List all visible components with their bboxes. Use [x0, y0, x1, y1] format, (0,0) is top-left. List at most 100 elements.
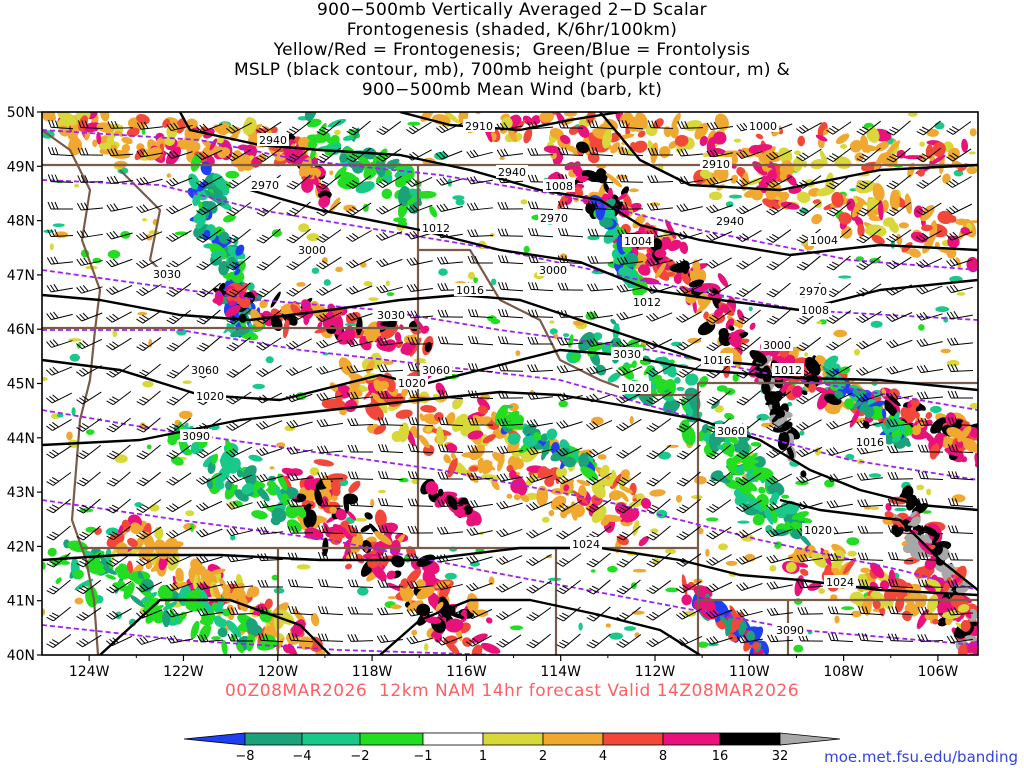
frontogenesis-cell: [787, 401, 793, 407]
frontogenesis-cell: [840, 144, 848, 149]
frontogenesis-cell: [637, 130, 646, 138]
frontogenesis-cell: [632, 568, 647, 573]
frontogenesis-cell: [748, 306, 753, 312]
frontogenesis-cell: [368, 297, 379, 301]
frontogenesis-cell: [523, 245, 530, 254]
lon-label: 108W: [823, 664, 864, 680]
frontogenesis-cell: [311, 267, 320, 274]
frontogenesis-cell: [607, 565, 618, 573]
frontogenesis-cell: [708, 191, 723, 201]
title-line-2: Frontogenesis (shaded, K/6hr/100km): [346, 20, 678, 40]
colorbar-label: 16: [712, 749, 729, 764]
height-label: 3060: [191, 364, 219, 377]
frontogenesis-cell: [269, 466, 275, 470]
height-label: 3030: [153, 268, 181, 281]
frontogenesis-cell: [218, 260, 230, 276]
frontogenesis-cell: [306, 233, 320, 242]
frontogenesis-cell: [725, 560, 738, 566]
frontogenesis-cell: [585, 312, 597, 321]
frontogenesis-cell: [265, 356, 274, 364]
frontogenesis-cell: [230, 327, 251, 338]
frontogenesis-cell: [718, 543, 728, 551]
frontogenesis-cell: [845, 453, 855, 460]
frontogenesis-cell: [69, 353, 81, 362]
colorbar-segment: [359, 732, 424, 746]
frontogenesis-cell: [49, 243, 54, 251]
frontogenesis-cell: [335, 266, 343, 273]
mslp-label: 1016: [456, 284, 484, 297]
frontogenesis-cell: [334, 166, 347, 180]
frontogenesis-cell: [190, 442, 199, 455]
mslp-label: 1024: [572, 538, 600, 551]
frontogenesis-cell: [314, 175, 321, 194]
frontogenesis-cell: [234, 268, 241, 276]
frontogenesis-cell: [597, 454, 607, 460]
frontogenesis-cell: [58, 112, 77, 126]
colorbar-segment: [542, 732, 604, 746]
frontogenesis-cell: [239, 296, 251, 309]
title-line-4: MSLP (black contour, mb), 700mb height (…: [233, 60, 791, 80]
frontogenesis-cell: [574, 186, 584, 197]
frontogenesis-cell: [331, 320, 340, 328]
frontogenesis-cell: [687, 337, 702, 344]
frontogenesis-cell: [499, 156, 505, 160]
height-label: 3090: [182, 430, 210, 443]
frontogenesis-cell: [833, 329, 848, 338]
frontogenesis-cell: [868, 473, 882, 478]
frontogenesis-cell: [185, 510, 195, 517]
height-label: 3000: [763, 339, 791, 352]
frontogenesis-cell: [696, 298, 712, 315]
frontogenesis-cell: [781, 494, 790, 499]
frontogenesis-cell: [139, 422, 146, 430]
frontogenesis-cell: [610, 142, 621, 154]
frontogenesis-cell: [694, 475, 707, 485]
frontogenesis-cell: [755, 133, 764, 140]
frontogenesis-cell: [946, 359, 960, 367]
lon-label: 110W: [729, 664, 770, 680]
frontogenesis-cell: [769, 565, 777, 572]
height-label: 3090: [776, 624, 804, 637]
mslp-label: 1008: [801, 304, 829, 317]
frontogenesis-cell: [520, 199, 528, 205]
frontogenesis-cell: [690, 495, 703, 500]
lon-label: 122W: [163, 664, 204, 680]
lat-label: 50N: [7, 105, 35, 121]
frontogenesis-cell: [794, 150, 801, 156]
frontogenesis-cell: [728, 325, 735, 331]
frontogenesis-cell: [713, 307, 724, 317]
frontogenesis-cell: [838, 275, 852, 279]
frontogenesis-cell: [749, 322, 756, 330]
frontogenesis-cell: [52, 223, 65, 227]
frontogenesis-cell: [676, 386, 685, 391]
frontogenesis-cell: [321, 131, 331, 141]
frontogenesis-cell: [210, 250, 225, 261]
frontogenesis-cell: [816, 321, 823, 325]
frontogenesis-cell: [370, 498, 375, 508]
frontogenesis-cell: [225, 305, 241, 317]
frontogenesis-cell: [653, 118, 664, 129]
frontogenesis-cell: [429, 205, 438, 218]
source-credit-link[interactable]: moe.met.fsu.edu/banding: [824, 748, 1018, 766]
frontogenesis-cell: [85, 429, 95, 435]
frontogenesis-cell: [663, 126, 672, 138]
mslp-label: 1012: [422, 222, 450, 235]
frontogenesis-cell: [818, 588, 825, 594]
frontogenesis-cell: [531, 115, 541, 125]
frontogenesis-cell: [270, 291, 281, 308]
frontogenesis-cell: [42, 376, 48, 382]
frontogenesis-cell: [149, 504, 160, 512]
frontogenesis-cell: [889, 189, 900, 212]
frontogenesis-cell: [438, 268, 448, 276]
lat-label: 45N: [7, 377, 35, 393]
colorbar-label: 4: [599, 749, 607, 764]
colorbar-label: −8: [235, 749, 254, 764]
height-label: 2940: [498, 166, 526, 179]
frontogenesis-cell: [874, 141, 889, 152]
frontogenesis-cell: [559, 134, 571, 145]
frontogenesis-cell: [252, 128, 268, 134]
lon-label: 106W: [918, 664, 959, 680]
frontogenesis-cell: [175, 118, 186, 134]
frontogenesis-cell: [590, 569, 596, 573]
frontogenesis-cell: [523, 128, 533, 144]
frontogenesis-cell: [916, 484, 925, 491]
